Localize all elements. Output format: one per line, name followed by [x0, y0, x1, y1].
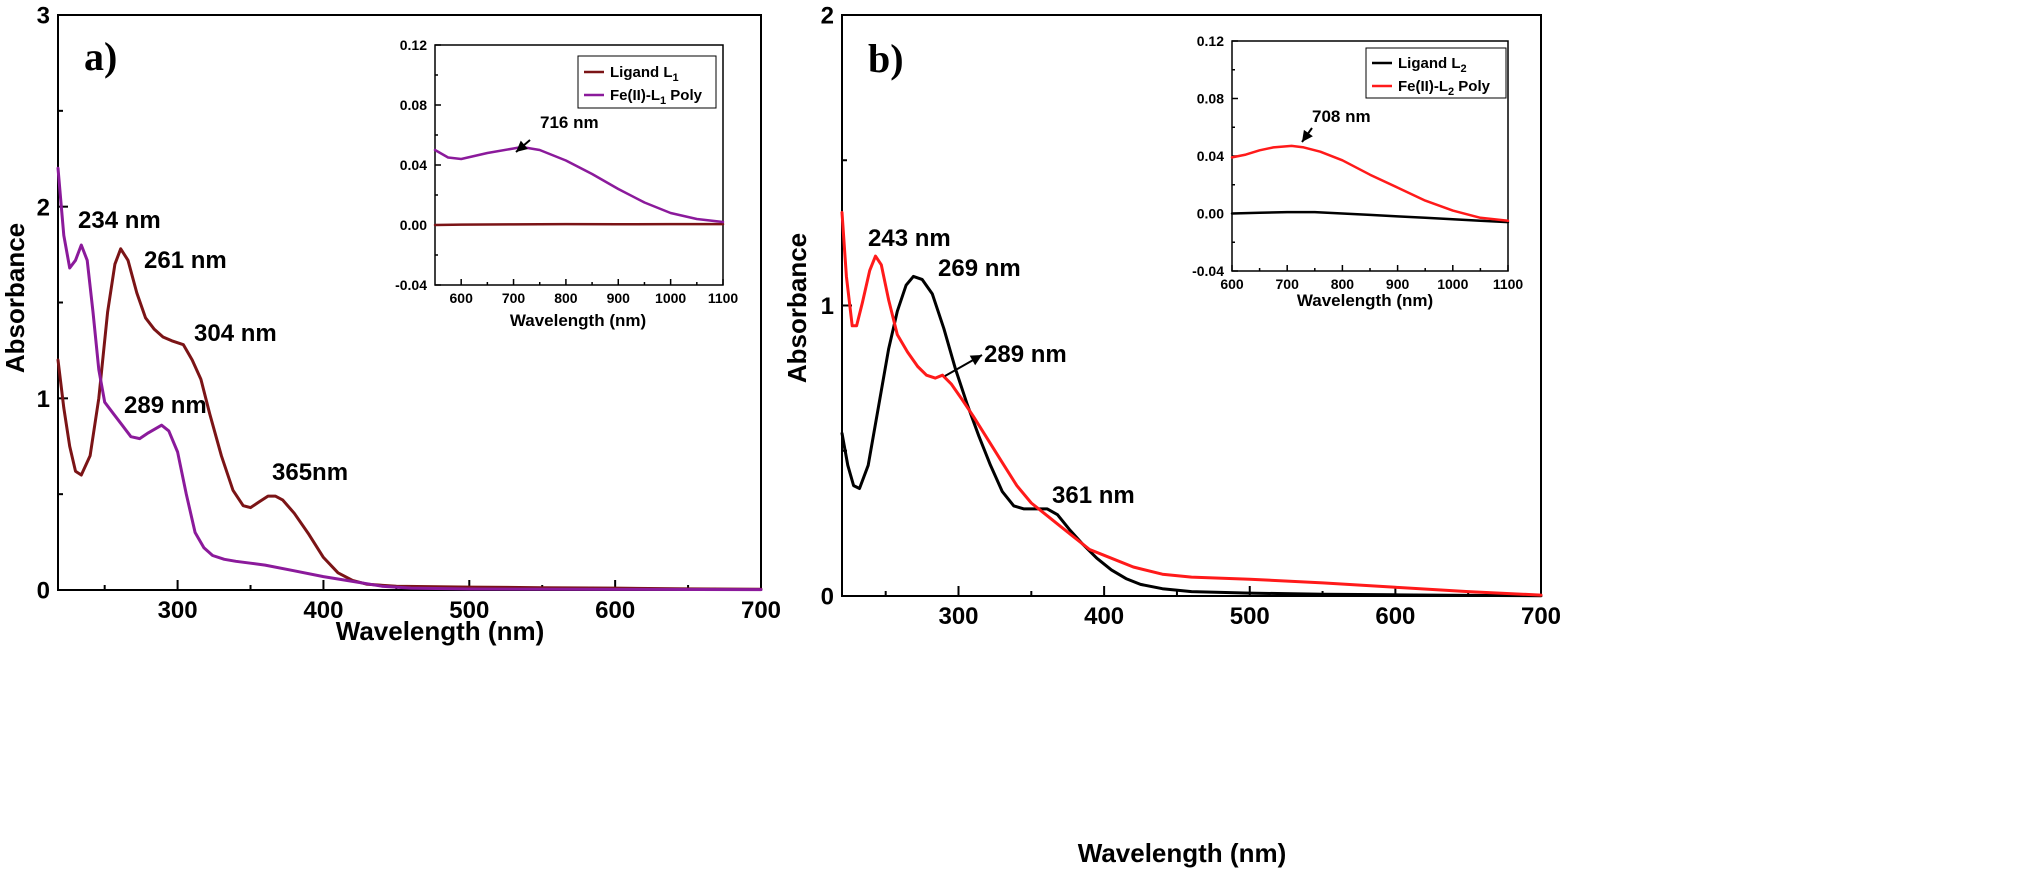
- panel-b-x-tick-label: 500: [1230, 603, 1270, 630]
- inset-b-annotation-arrow-head: [1302, 129, 1313, 142]
- inset-a-y-tick-label: 0.00: [400, 217, 427, 233]
- panel-a-x-tick-label: 300: [158, 597, 198, 624]
- annotation-289nm-b: 289 nm: [984, 341, 1067, 368]
- inset-b-y-tick-label: 0.00: [1197, 206, 1224, 222]
- inset-b-x-tick-label: 800: [1331, 276, 1355, 292]
- inset-a-y-tick-label: -0.04: [395, 277, 427, 293]
- panel-b-x-tick-label: 700: [1521, 603, 1561, 630]
- panel-a-y-tick-label: 1: [37, 386, 50, 413]
- inset-a-x-tick-label: 1000: [655, 290, 686, 306]
- inset-a-series-fe-ii-l1-poly: [433, 145, 725, 224]
- panel-b-x-tick-label: 600: [1375, 603, 1415, 630]
- annotation-289nm-arrow-head: [969, 355, 982, 366]
- inset-a: 600 700 800 900 1000 1100 -0.04 0.00 0.04 0.08 0.1…: [395, 37, 738, 330]
- inset-a-annotation-716nm: 716 nm: [540, 113, 599, 132]
- legend-label-fe-ii-l1-poly: Fe(II)-L1 Poly: [610, 87, 703, 107]
- panel-a-label: a): [84, 34, 117, 79]
- panel-a: a) Wavelength (nm) Absorbance 234 nm 261…: [0, 3, 781, 646]
- panel-b-y-axis-label: Absorbance: [782, 233, 812, 383]
- inset-b: 600 700 800 900 1000 1100 -0.04 0.00 0.04 0.08 0.1…: [1192, 33, 1523, 310]
- inset-a-x-tick-label: 700: [502, 290, 526, 306]
- panel-a-x-tick-label: 500: [449, 597, 489, 624]
- inset-b-y-tick-label: 0.08: [1197, 91, 1224, 107]
- inset-a-y-tick-label: 0.04: [400, 157, 427, 173]
- inset-a-annotation-arrow-head: [516, 140, 528, 152]
- inset-b-x-tick-label: 1000: [1437, 276, 1468, 292]
- panel-a-y-tick-label: 0: [37, 578, 50, 605]
- inset-b-x-tick-label: 600: [1220, 276, 1244, 292]
- annotation-234nm: 234 nm: [78, 207, 161, 234]
- inset-b-annotation-708nm: 708 nm: [1312, 107, 1371, 126]
- panel-a-y-tick-label: 2: [37, 194, 50, 221]
- panel-b-series-ligand-l2: [840, 274, 1543, 598]
- panel-b-label: b): [868, 36, 904, 81]
- legend-label-ligand-l2: Ligand L2: [1398, 55, 1467, 75]
- inset-b-series-fe-ii-l2-poly: [1230, 144, 1510, 222]
- panel-a-x-axis-label: Wavelength (nm): [336, 616, 544, 646]
- panel-b-y-tick-label: 0: [821, 584, 834, 611]
- inset-b-y-tick-label: 0.04: [1197, 148, 1224, 164]
- inset-a-x-axis-label: Wavelength (nm): [510, 311, 646, 330]
- inset-a-legend-box: [577, 55, 717, 109]
- inset-b-x-tick-label: 700: [1276, 276, 1300, 292]
- panel-b: b) Wavelength (nm) Absorbance 243 nm 269…: [782, 3, 1561, 868]
- inset-b-x-axis-label: Wavelength (nm): [1297, 291, 1433, 310]
- inset-b-y-tick-label: 0.12: [1197, 33, 1224, 49]
- panel-b-x-tick-label: 400: [1084, 603, 1124, 630]
- inset-b-series-ligand-l2: [1230, 210, 1510, 224]
- inset-a-legend: Ligand L1 Fe(II)-L1 Poly: [577, 55, 717, 109]
- panel-a-series-fe-ii-l1-poly: [56, 166, 763, 592]
- annotation-269nm: 269 nm: [938, 255, 1021, 282]
- panel-b-x-tick-label: 300: [938, 603, 978, 630]
- annotation-261nm: 261 nm: [144, 247, 227, 274]
- panel-b-y-tick-label: 1: [821, 293, 834, 320]
- panel-a-x-tick-label: 600: [595, 597, 635, 624]
- panel-a-x-tick-label: 400: [303, 597, 343, 624]
- panel-a-x-tick-label: 700: [741, 597, 781, 624]
- panel-a-y-tick-label: 3: [37, 3, 50, 30]
- inset-a-x-tick-label: 900: [607, 290, 631, 306]
- inset-b-legend: Ligand L2 Fe(II)-L2 Poly: [1365, 47, 1507, 99]
- inset-b-y-tick-label: -0.04: [1192, 263, 1224, 279]
- panel-b-series-fe-ii-l2-poly: [840, 211, 1543, 597]
- inset-b-x-tick-label: 900: [1386, 276, 1410, 292]
- inset-a-x-tick-label: 800: [554, 290, 578, 306]
- panel-b-x-axis-label: Wavelength (nm): [1078, 838, 1286, 868]
- inset-a-x-tick-label: 1100: [708, 290, 739, 306]
- legend-label-fe-ii-l2-poly: Fe(II)-L2 Poly: [1398, 78, 1491, 98]
- inset-a-y-tick-label: 0.08: [400, 97, 427, 113]
- inset-a-series-ligand-l1: [433, 222, 725, 227]
- panel-a-y-axis-label: Absorbance: [0, 223, 30, 373]
- annotation-365nm: 365nm: [272, 459, 348, 486]
- legend-label-ligand-l1: Ligand L1: [610, 64, 679, 84]
- annotation-304nm: 304 nm: [194, 320, 277, 347]
- annotation-243nm: 243 nm: [868, 225, 951, 252]
- annotation-289nm: 289 nm: [124, 392, 207, 419]
- inset-a-y-tick-label: 0.12: [400, 37, 427, 53]
- annotation-361nm: 361 nm: [1052, 482, 1135, 509]
- panel-b-y-tick-label: 2: [821, 3, 834, 30]
- inset-a-x-tick-label: 600: [450, 290, 474, 306]
- inset-b-legend-box: [1365, 47, 1507, 99]
- inset-b-x-tick-label: 1100: [1493, 276, 1524, 292]
